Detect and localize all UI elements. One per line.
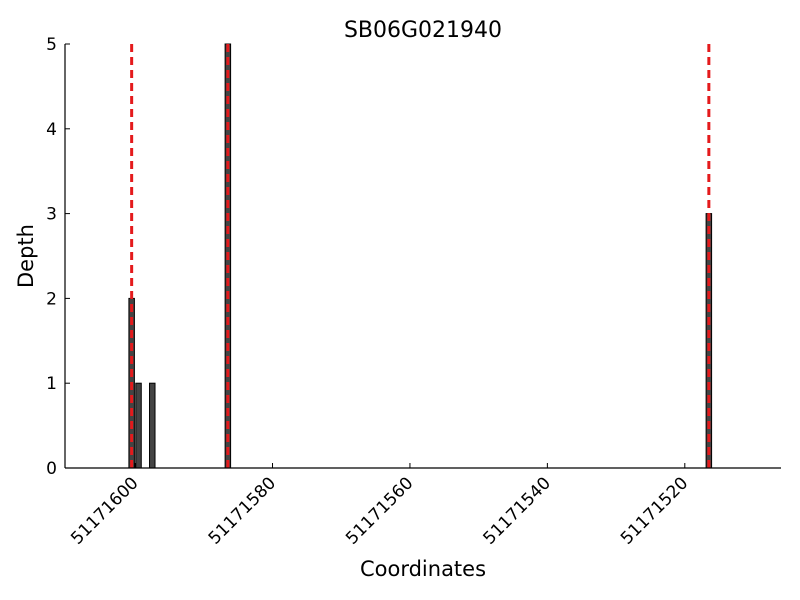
bar <box>149 382 156 469</box>
x-tick-label: 51171560 <box>342 473 417 548</box>
y-tick-label: 2 <box>46 289 57 309</box>
y-axis-label: Depth <box>14 224 38 288</box>
x-tick-label: 51171580 <box>205 473 280 548</box>
y-tick-label: 5 <box>46 35 57 55</box>
y-tick-label: 0 <box>46 459 57 479</box>
bar <box>135 382 142 469</box>
x-tick-label: 51171540 <box>480 473 555 548</box>
x-tick-label: 51171600 <box>67 473 142 548</box>
x-axis-label: Coordinates <box>360 557 486 581</box>
y-tick-label: 1 <box>46 374 57 394</box>
y-tick-label: 4 <box>46 120 57 140</box>
y-tick-label: 3 <box>46 205 57 225</box>
bar <box>705 213 713 469</box>
x-tick-label: 51171520 <box>617 473 692 548</box>
chart-title: SB06G021940 <box>344 18 502 43</box>
